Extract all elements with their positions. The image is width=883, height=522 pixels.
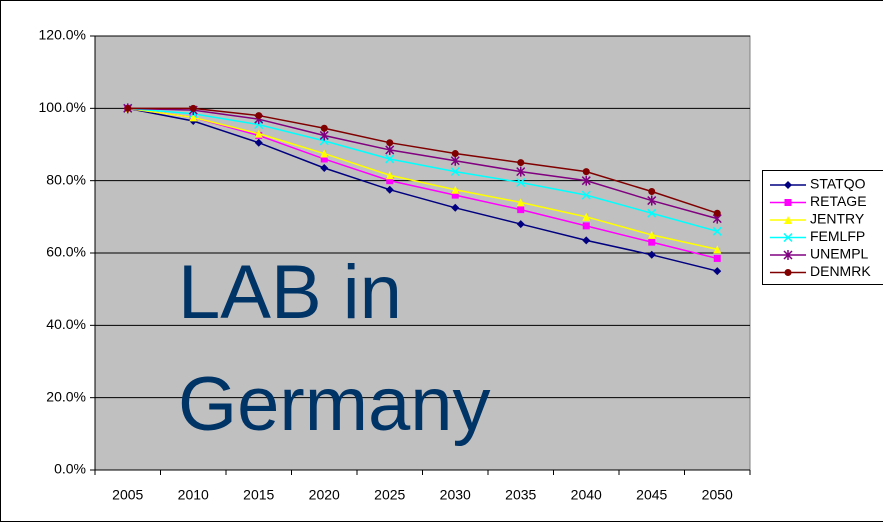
x-tick-label: 2030 bbox=[440, 487, 471, 503]
marker bbox=[784, 216, 792, 224]
marker bbox=[516, 177, 526, 188]
marker bbox=[254, 129, 263, 138]
marker bbox=[784, 199, 792, 206]
marker bbox=[582, 168, 590, 176]
marker bbox=[783, 232, 793, 243]
marker bbox=[386, 177, 394, 185]
marker bbox=[451, 150, 459, 158]
x-tick-label: 2045 bbox=[636, 487, 667, 503]
marker bbox=[320, 164, 329, 173]
series-line bbox=[127, 107, 718, 214]
marker bbox=[648, 188, 656, 196]
marker bbox=[255, 112, 263, 120]
marker bbox=[647, 195, 657, 206]
marker bbox=[451, 191, 459, 199]
x-tick-label: 2035 bbox=[505, 487, 536, 503]
marker bbox=[648, 238, 656, 246]
marker bbox=[784, 269, 792, 276]
series-line bbox=[127, 107, 718, 251]
marker bbox=[450, 155, 460, 166]
marker bbox=[254, 138, 263, 147]
marker bbox=[385, 144, 395, 155]
marker bbox=[450, 167, 460, 177]
marker bbox=[319, 130, 329, 141]
marker bbox=[713, 267, 722, 276]
marker bbox=[320, 124, 328, 132]
marker bbox=[582, 236, 591, 245]
marker bbox=[189, 113, 198, 122]
x-tick-label: 2020 bbox=[309, 487, 340, 503]
marker bbox=[517, 159, 525, 167]
marker bbox=[516, 220, 525, 229]
legend-label: UNEMPL bbox=[810, 246, 869, 262]
marker bbox=[451, 203, 460, 212]
y-tick-label: 80.0% bbox=[46, 171, 86, 187]
marker bbox=[647, 208, 657, 218]
legend-label: FEMLFP bbox=[810, 228, 865, 244]
y-tick-label: 20.0% bbox=[46, 388, 86, 404]
y-tick-label: 100.0% bbox=[39, 99, 86, 115]
series-line bbox=[127, 107, 718, 233]
marker bbox=[647, 230, 656, 239]
series-line bbox=[127, 107, 718, 272]
x-tick-label: 2025 bbox=[374, 487, 405, 503]
x-tick-label: 2050 bbox=[702, 487, 733, 503]
annotation: LAB in bbox=[178, 250, 402, 335]
marker bbox=[713, 209, 721, 217]
marker bbox=[647, 250, 656, 259]
y-tick-label: 60.0% bbox=[46, 244, 86, 260]
legend-label: DENMRK bbox=[810, 263, 871, 279]
marker bbox=[516, 166, 526, 177]
x-tick-label: 2005 bbox=[112, 487, 143, 503]
marker bbox=[189, 104, 197, 112]
marker bbox=[713, 245, 722, 254]
marker bbox=[712, 226, 722, 236]
marker bbox=[582, 212, 591, 221]
marker bbox=[385, 171, 394, 180]
marker bbox=[451, 185, 460, 194]
x-tick-label: 2040 bbox=[571, 487, 602, 503]
y-tick-label: 40.0% bbox=[46, 316, 86, 332]
legend-box bbox=[762, 170, 883, 285]
series-line bbox=[127, 107, 718, 260]
marker bbox=[581, 175, 591, 186]
marker bbox=[713, 254, 721, 262]
marker bbox=[517, 206, 525, 214]
marker bbox=[784, 181, 792, 189]
marker bbox=[582, 222, 590, 230]
marker bbox=[124, 104, 132, 112]
annotation: Germany bbox=[178, 362, 491, 447]
legend-label: RETAGE bbox=[810, 193, 867, 209]
marker bbox=[320, 155, 328, 163]
marker bbox=[385, 185, 394, 194]
legend-label: JENTRY bbox=[810, 211, 865, 227]
x-tick-label: 2015 bbox=[243, 487, 274, 503]
series-line bbox=[127, 107, 718, 220]
marker bbox=[386, 139, 394, 147]
marker bbox=[516, 198, 525, 207]
marker bbox=[581, 190, 591, 200]
y-tick-label: 120.0% bbox=[39, 27, 86, 43]
y-tick-label: 0.0% bbox=[54, 461, 86, 477]
marker bbox=[783, 250, 793, 260]
x-tick-label: 2010 bbox=[178, 487, 209, 503]
marker bbox=[320, 149, 329, 158]
legend-label: STATQO bbox=[810, 176, 866, 192]
marker bbox=[385, 154, 395, 164]
